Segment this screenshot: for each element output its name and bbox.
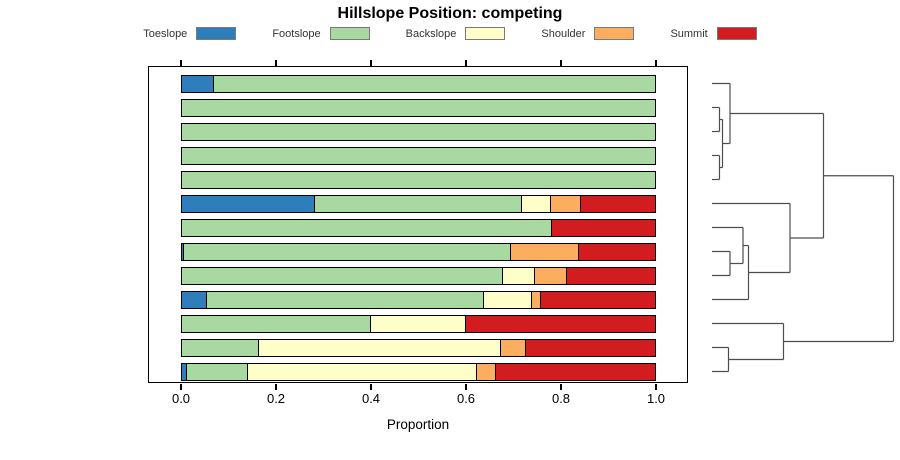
segment-backslope <box>483 291 533 308</box>
segment-backslope <box>247 363 478 380</box>
legend-item-toeslope: Toeslope <box>143 27 237 40</box>
legend-item-summit: Summit <box>670 27 757 40</box>
x-tick-top <box>655 59 657 66</box>
segment-shoulder <box>534 267 567 284</box>
legend-label: Shoulder <box>541 27 586 40</box>
legend-label: Summit <box>670 27 708 40</box>
summit-swatch <box>716 27 757 40</box>
stacked-bar-paddock <box>181 74 656 93</box>
x-tick-label: 0.6 <box>456 391 476 406</box>
shoulder-swatch <box>594 27 635 40</box>
x-tick-bottom <box>560 383 562 390</box>
footslope-swatch <box>329 27 370 40</box>
stacked-bar-maincreek <box>181 122 656 141</box>
toeslope-swatch <box>196 27 237 40</box>
x-tick-bottom <box>465 383 467 390</box>
stacked-bar-rosy <box>181 314 656 333</box>
stacked-bar-glendenning <box>181 170 656 189</box>
segment-footslope <box>182 267 503 284</box>
stacked-bar-mora <box>181 338 656 357</box>
x-tick-label: 0.2 <box>266 391 286 406</box>
chart-title: Hillslope Position: competing <box>337 5 563 22</box>
x-tick-bottom <box>655 383 657 390</box>
x-tick-top <box>465 59 467 66</box>
stacked-bar-oesterle <box>181 290 656 309</box>
segment-shoulder <box>501 339 527 356</box>
segment-footslope <box>182 171 655 188</box>
segment-footslope <box>182 219 552 236</box>
x-tick-label: 1.0 <box>646 391 666 406</box>
x-tick-bottom <box>275 383 277 390</box>
segment-footslope <box>182 315 372 332</box>
plot-frame <box>148 66 688 383</box>
x-tick-top <box>370 59 372 66</box>
legend-item-backslope: Backslope <box>406 27 506 40</box>
segment-footslope <box>206 291 484 308</box>
stacked-bar-magnor <box>181 242 656 261</box>
x-tick-bottom <box>370 383 372 390</box>
segment-toeslope <box>182 243 185 260</box>
segment-shoulder <box>532 291 541 308</box>
stacked-bar-stinnett <box>181 98 656 117</box>
legend-label: Toeslope <box>143 27 188 40</box>
legend-label: Footslope <box>272 27 321 40</box>
segment-summit <box>526 339 655 356</box>
segment-summit <box>551 219 655 236</box>
segment-backslope <box>521 195 552 212</box>
stacked-bar-brennyville <box>181 362 656 381</box>
stacked-bar-plover <box>181 266 656 285</box>
segment-shoulder <box>477 363 497 380</box>
stacked-bar-magroc <box>181 146 656 165</box>
segment-footslope <box>182 99 655 116</box>
segment-footslope <box>314 195 522 212</box>
segment-footslope <box>213 75 655 92</box>
legend: Toeslope Footslope Backslope Shoulder Summit <box>0 27 900 40</box>
x-tick-top <box>180 59 182 66</box>
segment-shoulder <box>511 243 579 260</box>
x-tick-bottom <box>180 383 182 390</box>
segment-toeslope <box>182 291 207 308</box>
x-tick-label: 0.0 <box>171 391 191 406</box>
x-tick-label: 0.8 <box>551 391 571 406</box>
stacked-bar-hatley <box>181 218 656 237</box>
segment-footslope <box>182 339 260 356</box>
segment-toeslope <box>182 195 315 212</box>
legend-label: Backslope <box>405 27 457 40</box>
segment-footslope <box>182 147 655 164</box>
legend-item-footslope: Footslope <box>272 27 370 40</box>
segment-summit <box>465 315 655 332</box>
segment-backslope <box>259 339 502 356</box>
x-axis-title: Proportion <box>386 417 450 432</box>
x-tick-top <box>275 59 277 66</box>
segment-summit <box>578 243 655 260</box>
segment-toeslope <box>182 75 214 92</box>
x-tick-top <box>560 59 562 66</box>
segment-summit <box>581 195 655 212</box>
segment-footslope <box>182 123 655 140</box>
stacked-bar-fallcreek <box>181 194 656 213</box>
segment-shoulder <box>551 195 582 212</box>
segment-toeslope <box>182 363 187 380</box>
segment-summit <box>540 291 655 308</box>
segment-summit <box>496 363 655 380</box>
backslope-swatch <box>465 27 506 40</box>
legend-item-shoulder: Shoulder <box>541 27 635 40</box>
segment-summit <box>567 267 655 284</box>
x-tick-label: 0.4 <box>361 391 381 406</box>
segment-footslope <box>184 243 512 260</box>
segment-footslope <box>186 363 248 380</box>
segment-backslope <box>502 267 535 284</box>
segment-backslope <box>371 315 466 332</box>
